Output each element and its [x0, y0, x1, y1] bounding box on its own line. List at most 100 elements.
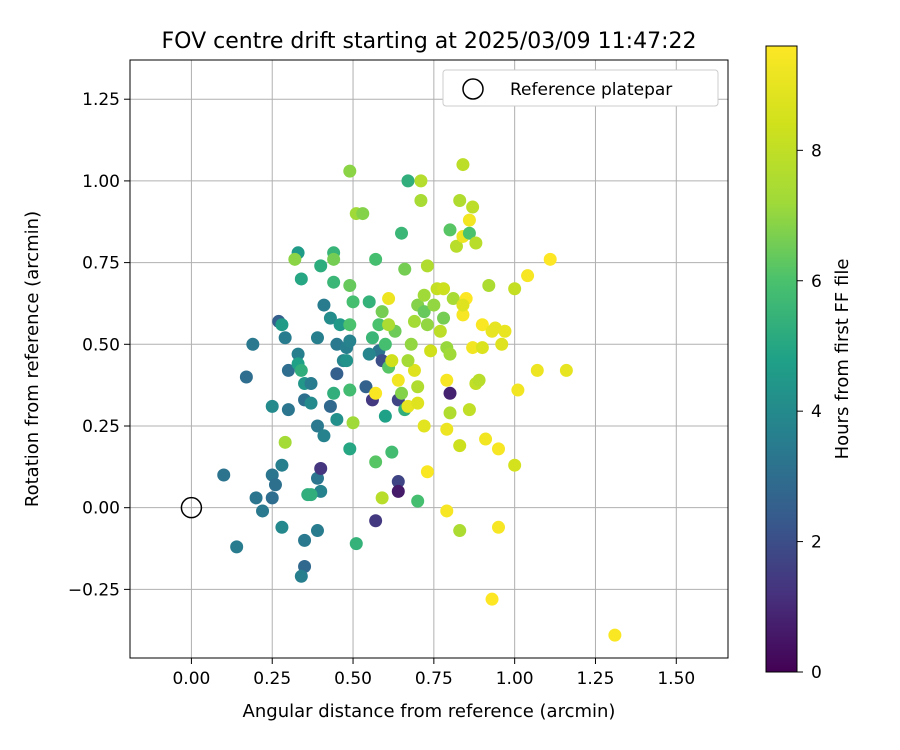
y-tick-label: 1.00 [82, 172, 120, 192]
data-point [498, 324, 512, 338]
data-point [395, 226, 409, 240]
data-point [420, 259, 434, 273]
data-point [278, 435, 292, 449]
y-tick-label: 0.25 [82, 417, 120, 437]
x-axis-ticks: 0.00 0.25 0.50 0.75 1.00 1.25 1.50 [172, 658, 695, 689]
data-point [323, 311, 337, 325]
data-point [443, 386, 457, 400]
data-point [310, 331, 324, 345]
data-point [469, 236, 483, 250]
data-point [398, 262, 412, 276]
chart-title: FOV centre drift starting at 2025/03/09 … [162, 29, 697, 54]
data-point [327, 275, 341, 289]
data-point [375, 305, 389, 319]
colorbar-tick-label: 6 [811, 272, 822, 292]
data-point [362, 295, 376, 309]
data-point [343, 442, 357, 456]
data-point [356, 207, 370, 221]
data-point [378, 337, 392, 351]
data-point [530, 363, 544, 377]
data-point [265, 399, 279, 413]
x-axis-label: Angular distance from reference (arcmin) [243, 701, 616, 722]
colorbar-tick-label: 4 [811, 402, 822, 422]
data-point [491, 520, 505, 534]
data-point [404, 337, 418, 351]
data-point [433, 324, 447, 338]
data-point [340, 354, 354, 368]
colorbar-tick-label: 8 [811, 141, 822, 161]
data-point [407, 314, 421, 328]
y-tick-label: 0.75 [82, 254, 120, 274]
data-point [265, 491, 279, 505]
data-point [608, 628, 622, 642]
data-point [427, 298, 441, 312]
data-point [291, 347, 305, 361]
data-point [456, 158, 470, 172]
data-point [495, 337, 509, 351]
data-point [323, 399, 337, 413]
data-point [482, 278, 496, 292]
data-point [281, 403, 295, 417]
data-point [391, 475, 405, 489]
data-point [256, 504, 270, 518]
data-point [411, 380, 425, 394]
data-point [385, 354, 399, 368]
data-point [246, 337, 260, 351]
y-tick-label: 0.50 [82, 335, 120, 355]
grid [130, 60, 728, 658]
data-point [417, 288, 431, 302]
data-point [275, 458, 289, 472]
data-point [420, 318, 434, 332]
data-point [456, 298, 470, 312]
data-point [310, 419, 324, 433]
x-tick-label: 0.00 [172, 669, 210, 689]
data-point [369, 514, 383, 528]
data-point [382, 318, 396, 332]
data-point [217, 468, 231, 482]
colorbar-label: Hours from first FF file [832, 259, 853, 460]
data-point [249, 491, 263, 505]
legend: Reference platepar [442, 69, 719, 107]
data-point [327, 252, 341, 266]
data-point [346, 295, 360, 309]
data-point [304, 488, 318, 502]
data-point [491, 442, 505, 456]
data-point [375, 491, 389, 505]
data-point [466, 200, 480, 214]
x-tick-label: 1.50 [657, 669, 695, 689]
y-tick-label: 1.25 [82, 90, 120, 110]
data-point [343, 164, 357, 178]
data-point [424, 344, 438, 358]
data-point [440, 504, 454, 518]
data-point [294, 272, 308, 286]
legend-box [442, 69, 719, 107]
data-point [294, 363, 308, 377]
data-point [369, 386, 383, 400]
x-tick-label: 0.50 [334, 669, 372, 689]
data-point [268, 478, 282, 492]
colorbar-ticks: 0 2 4 6 8 [797, 141, 822, 683]
data-point [304, 377, 318, 391]
y-tick-label: −0.25 [68, 580, 120, 600]
data-point [475, 318, 489, 332]
data-point [420, 465, 434, 479]
data-point [407, 363, 421, 377]
data-point [310, 524, 324, 538]
data-point [508, 458, 522, 472]
data-point [446, 292, 460, 306]
data-point [365, 331, 379, 345]
legend-marker [462, 78, 484, 100]
data-point [239, 370, 253, 384]
colorbar-tick-label: 0 [811, 663, 822, 683]
x-tick-label: 0.25 [253, 669, 291, 689]
data-point [440, 373, 454, 387]
data-point [508, 282, 522, 296]
data-point [440, 422, 454, 436]
data-point [343, 334, 357, 348]
plot-frame [129, 59, 729, 659]
data-point [343, 318, 357, 332]
data-point [414, 194, 428, 208]
data-point [401, 174, 415, 188]
data-point [543, 252, 557, 266]
data-point [349, 537, 363, 551]
